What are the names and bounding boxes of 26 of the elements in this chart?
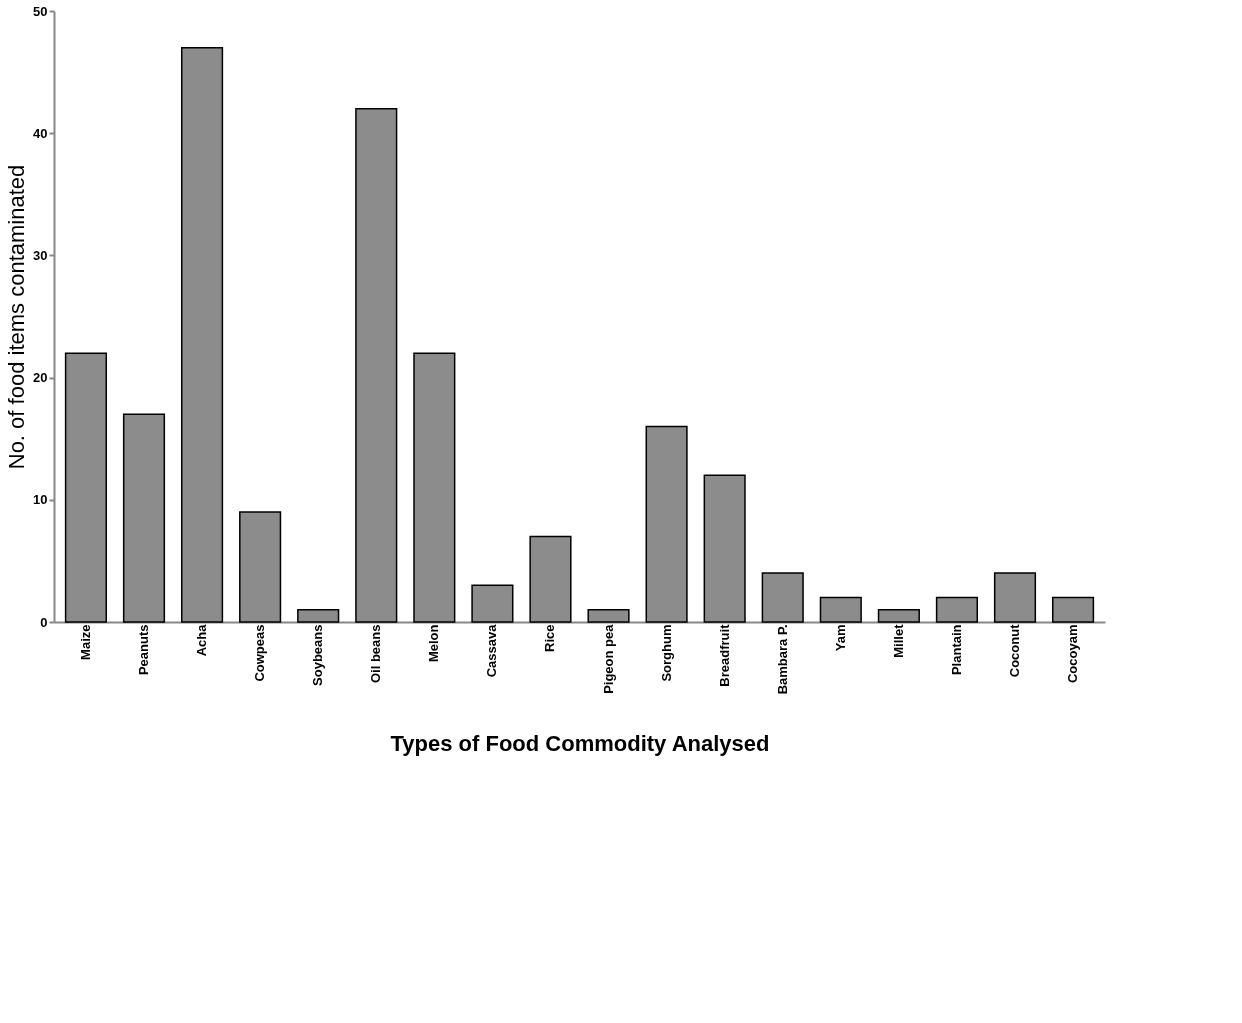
y-axis-title: No. of food items contaminated <box>4 164 30 470</box>
x-tick-label: Cassava <box>484 623 500 678</box>
x-tick-label: Oil beans <box>368 624 384 684</box>
x-tick-label: Soybeans <box>310 624 326 686</box>
x-axis-title: Types of Food Commodity Analysed <box>390 731 770 757</box>
x-tick-label: Rice <box>542 624 558 652</box>
x-tick-label: Bambara P. <box>774 624 790 695</box>
x-tick-label: Cocoyam <box>1065 624 1081 684</box>
x-tick-label: Melon <box>426 624 442 663</box>
x-tick-label: Pigeon pea <box>600 623 616 694</box>
x-tick-label: Maize <box>77 624 93 660</box>
x-tick-label: Cowpeas <box>252 624 268 682</box>
x-tick-label: Acha <box>194 623 210 657</box>
x-tick-label: Breadfruit <box>716 623 732 687</box>
y-tick-label: 10 <box>33 492 48 508</box>
y-tick-label: 0 <box>40 614 48 630</box>
y-tick-label: 30 <box>33 247 48 263</box>
x-tick-label: Yam <box>832 624 848 652</box>
y-tick-label: 20 <box>33 370 48 386</box>
x-tick-label: Coconut <box>1007 623 1022 678</box>
x-tick-label: Sorghum <box>658 624 674 682</box>
x-tick-label: Millet <box>890 623 906 658</box>
y-tick-label: 50 <box>33 3 48 19</box>
x-tick-label: Peanuts <box>136 624 151 676</box>
x-tick-label: Plantain <box>948 624 964 676</box>
y-tick-label: 40 <box>33 125 48 141</box>
